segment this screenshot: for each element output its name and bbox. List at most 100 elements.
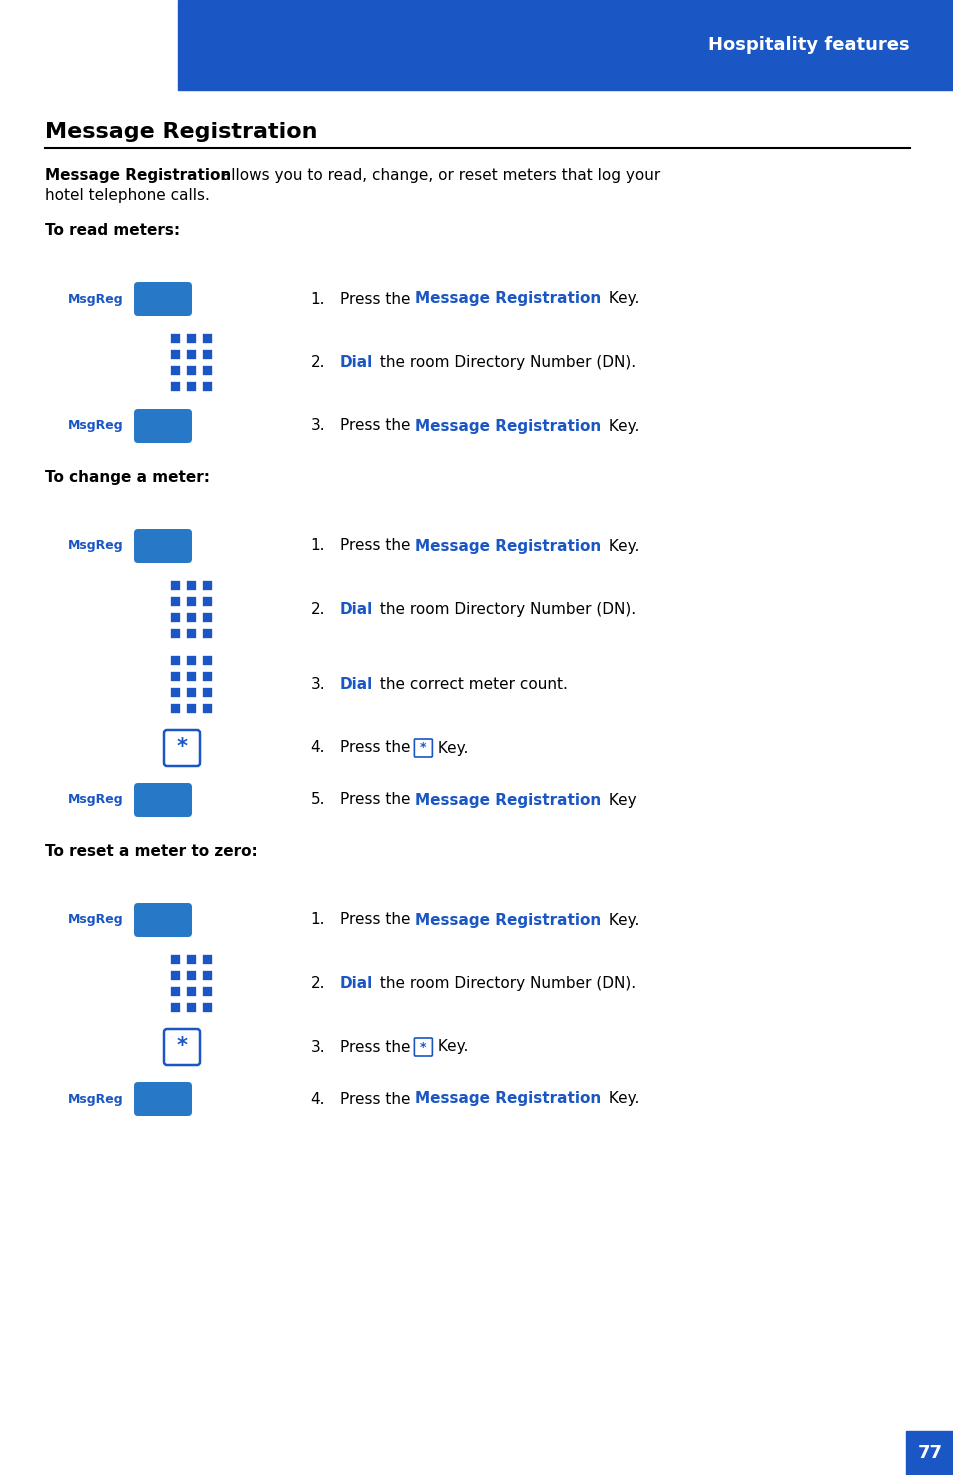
Bar: [186, 1002, 197, 1013]
Bar: [202, 687, 213, 698]
Text: hotel telephone calls.: hotel telephone calls.: [45, 187, 210, 204]
FancyBboxPatch shape: [133, 530, 192, 563]
FancyBboxPatch shape: [133, 409, 192, 442]
Text: the correct meter count.: the correct meter count.: [375, 677, 568, 692]
Text: 1.: 1.: [310, 292, 325, 307]
Bar: [171, 704, 181, 714]
Bar: [202, 580, 213, 591]
Text: *: *: [419, 1040, 426, 1053]
Text: *: *: [176, 738, 188, 757]
Bar: [202, 655, 213, 667]
Bar: [202, 612, 213, 622]
Bar: [202, 628, 213, 639]
Bar: [171, 333, 181, 344]
Text: Key.: Key.: [433, 740, 468, 755]
Text: Press the: Press the: [339, 538, 415, 553]
Text: Dial: Dial: [339, 976, 373, 991]
FancyBboxPatch shape: [164, 730, 200, 766]
Bar: [202, 671, 213, 681]
Bar: [202, 971, 213, 981]
Text: 4.: 4.: [310, 740, 325, 755]
Bar: [171, 364, 181, 376]
Text: To reset a meter to zero:: To reset a meter to zero:: [45, 844, 257, 858]
Text: MsgReg: MsgReg: [68, 1093, 124, 1105]
Text: Press the: Press the: [339, 740, 415, 755]
Bar: [186, 687, 197, 698]
Text: Key.: Key.: [603, 538, 639, 553]
Text: Key.: Key.: [603, 419, 639, 434]
Text: the room Directory Number (DN).: the room Directory Number (DN).: [375, 976, 636, 991]
Text: Press the: Press the: [339, 1092, 415, 1106]
Bar: [171, 628, 181, 639]
Bar: [171, 687, 181, 698]
Bar: [202, 985, 213, 997]
FancyBboxPatch shape: [414, 1038, 432, 1056]
Text: 2.: 2.: [310, 355, 325, 370]
FancyBboxPatch shape: [414, 739, 432, 757]
Bar: [186, 596, 197, 608]
Text: To read meters:: To read meters:: [45, 223, 180, 237]
Bar: [186, 655, 197, 667]
Text: Message Registration: Message Registration: [415, 1092, 601, 1106]
Text: Message Registration: Message Registration: [415, 292, 601, 307]
Bar: [186, 364, 197, 376]
Text: Message Registration: Message Registration: [45, 168, 231, 183]
Text: Press the: Press the: [339, 419, 415, 434]
Text: 5.: 5.: [310, 792, 325, 807]
Text: 2.: 2.: [310, 976, 325, 991]
Bar: [171, 655, 181, 667]
Text: MsgReg: MsgReg: [68, 292, 124, 305]
Bar: [171, 985, 181, 997]
Text: Message Registration: Message Registration: [415, 913, 601, 928]
Bar: [202, 364, 213, 376]
Bar: [171, 580, 181, 591]
Text: *: *: [419, 742, 426, 755]
Text: Key.: Key.: [603, 292, 639, 307]
FancyBboxPatch shape: [164, 1030, 200, 1065]
Text: Message Registration: Message Registration: [415, 538, 601, 553]
Bar: [186, 971, 197, 981]
FancyBboxPatch shape: [133, 282, 192, 316]
Bar: [171, 350, 181, 360]
Text: MsgReg: MsgReg: [68, 794, 124, 807]
Bar: [202, 333, 213, 344]
Bar: [202, 1002, 213, 1013]
Bar: [202, 381, 213, 392]
Text: 4.: 4.: [310, 1092, 325, 1106]
Text: Dial: Dial: [339, 355, 373, 370]
Bar: [905, 1431, 953, 1475]
Bar: [186, 671, 197, 681]
Text: MsgReg: MsgReg: [68, 540, 124, 553]
Bar: [186, 704, 197, 714]
Bar: [171, 596, 181, 608]
Text: the room Directory Number (DN).: the room Directory Number (DN).: [375, 355, 636, 370]
Text: 77: 77: [917, 1444, 942, 1462]
FancyBboxPatch shape: [133, 783, 192, 817]
Bar: [202, 596, 213, 608]
Bar: [171, 954, 181, 965]
Text: To change a meter:: To change a meter:: [45, 471, 210, 485]
Text: Press the: Press the: [339, 913, 415, 928]
Text: Message Registration: Message Registration: [415, 419, 601, 434]
Bar: [171, 971, 181, 981]
Bar: [186, 580, 197, 591]
Text: Press the: Press the: [339, 1040, 415, 1055]
Bar: [202, 954, 213, 965]
Text: Press the: Press the: [339, 792, 415, 807]
Bar: [171, 381, 181, 392]
Text: Dial: Dial: [339, 677, 373, 692]
Bar: [186, 350, 197, 360]
Text: Key.: Key.: [603, 1092, 639, 1106]
Bar: [171, 1002, 181, 1013]
FancyBboxPatch shape: [133, 903, 192, 937]
Text: allows you to read, change, or reset meters that log your: allows you to read, change, or reset met…: [216, 168, 659, 183]
Text: Key.: Key.: [603, 913, 639, 928]
Bar: [202, 704, 213, 714]
Text: Key: Key: [603, 792, 636, 807]
Text: 3.: 3.: [310, 419, 325, 434]
Bar: [186, 381, 197, 392]
Bar: [186, 612, 197, 622]
Text: Message Registration: Message Registration: [415, 792, 601, 807]
Text: 3.: 3.: [310, 677, 325, 692]
Text: Hospitality features: Hospitality features: [708, 35, 909, 55]
